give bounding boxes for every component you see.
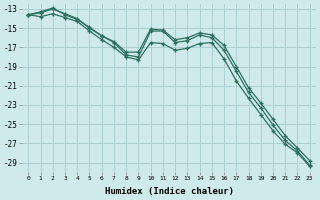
X-axis label: Humidex (Indice chaleur): Humidex (Indice chaleur) (105, 187, 234, 196)
